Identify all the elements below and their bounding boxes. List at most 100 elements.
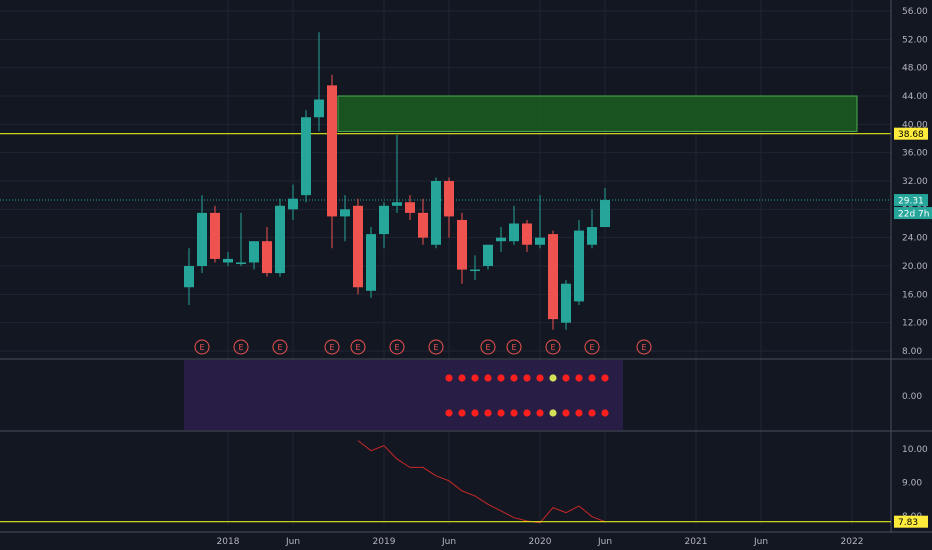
earnings-marker-icon[interactable] (584, 339, 600, 355)
last-price-label: 29.31 (898, 197, 924, 207)
earnings-marker-icon[interactable] (194, 339, 210, 355)
candle-body[interactable] (340, 209, 350, 217)
earnings-marker-label: E (433, 343, 438, 352)
time-tick: Jun (285, 537, 300, 547)
candle-body[interactable] (236, 262, 246, 264)
earnings-marker-icon[interactable] (636, 339, 652, 355)
earnings-marker-icon[interactable] (324, 339, 340, 355)
signal-dot (536, 409, 544, 417)
candle-body[interactable] (223, 258, 233, 263)
candle-body[interactable] (587, 227, 597, 245)
earnings-marker-label: E (277, 343, 282, 352)
indicator2-tick: 9.00 (902, 479, 922, 489)
candle-body[interactable] (405, 202, 415, 213)
time-tick: 2020 (529, 537, 552, 547)
price-tick: 8.00 (902, 347, 922, 357)
candle-body[interactable] (574, 230, 584, 302)
indicator2-tick: 10.00 (902, 445, 928, 455)
signal-dot (601, 409, 609, 417)
price-tick: 52.00 (902, 35, 928, 45)
signal-dot (549, 409, 557, 417)
earnings-marker-icon[interactable] (506, 339, 522, 355)
signal-dot (497, 374, 505, 382)
indicator2-line (357, 440, 606, 524)
earnings-marker-label: E (238, 343, 243, 352)
signal-dot (497, 409, 505, 417)
candle-body[interactable] (379, 205, 389, 235)
candle-body[interactable] (275, 205, 285, 274)
candle-body[interactable] (301, 117, 311, 196)
earnings-marker-icon[interactable] (233, 339, 249, 355)
indicator2-label-bg (894, 515, 928, 528)
earnings-marker-icon[interactable] (545, 339, 561, 355)
earnings-marker-label: E (329, 343, 334, 352)
signal-dot (510, 374, 518, 382)
countdown-label-bg (894, 207, 932, 220)
earnings-marker-label: E (511, 343, 516, 352)
price-tick: 32.00 (902, 177, 928, 187)
signal-dot (523, 409, 531, 417)
signal-dot (445, 409, 453, 417)
signal-dot (484, 374, 492, 382)
candle-body[interactable] (548, 234, 558, 320)
signal-dot (562, 374, 570, 382)
candle-body[interactable] (184, 266, 194, 288)
candle-body[interactable] (210, 212, 220, 259)
candle-body[interactable] (561, 283, 571, 323)
earnings-marker-label: E (641, 343, 646, 352)
earnings-marker-label: E (550, 343, 555, 352)
price-tick: 48.00 (902, 64, 928, 74)
earnings-marker-icon[interactable] (350, 339, 366, 355)
candle-body[interactable] (444, 181, 454, 217)
signal-dot (575, 409, 583, 417)
target-zone[interactable] (337, 95, 858, 132)
candle-body[interactable] (366, 234, 376, 291)
price-tick: 12.00 (902, 319, 928, 329)
signal-dot (562, 409, 570, 417)
candle-body[interactable] (483, 244, 493, 266)
hline-price-label-bg (894, 127, 928, 140)
price-tick: 56.00 (902, 7, 928, 17)
signal-dot (458, 374, 466, 382)
candle-body[interactable] (314, 99, 324, 118)
candle-body[interactable] (249, 241, 259, 263)
last-price-label-bg (894, 194, 928, 207)
candle-body[interactable] (392, 202, 402, 206)
earnings-marker-icon[interactable] (272, 339, 288, 355)
candle-body[interactable] (262, 241, 272, 274)
earnings-marker-icon[interactable] (480, 339, 496, 355)
earnings-marker-label: E (355, 343, 360, 352)
candle-body[interactable] (288, 198, 298, 210)
signal-dot (471, 374, 479, 382)
time-tick: Jun (441, 537, 456, 547)
candle-body[interactable] (327, 85, 337, 217)
earnings-marker-icon[interactable] (389, 339, 405, 355)
candle-body[interactable] (509, 223, 519, 242)
time-tick: Jun (753, 537, 768, 547)
candle-body[interactable] (353, 205, 363, 288)
price-tick: 40.00 (902, 120, 928, 130)
candle-body[interactable] (470, 269, 480, 272)
signal-dot (445, 374, 453, 382)
candle-body[interactable] (600, 200, 610, 228)
indicator1-tick: 0.00 (902, 392, 922, 402)
candle-body[interactable] (496, 237, 506, 242)
signal-dot (484, 409, 492, 417)
signal-dot (458, 409, 466, 417)
hline-price-label: 38.68 (898, 130, 924, 140)
indicator-shade (184, 360, 623, 430)
candle-body[interactable] (457, 219, 467, 270)
candle-body[interactable] (431, 181, 441, 245)
earnings-marker-icon[interactable] (428, 339, 444, 355)
candle-body[interactable] (522, 223, 532, 245)
candle-body[interactable] (418, 212, 428, 238)
candle-body[interactable] (197, 212, 207, 266)
time-tick: Jun (597, 537, 612, 547)
candle-body[interactable] (535, 237, 545, 245)
signal-dot (523, 374, 531, 382)
signal-dot (575, 374, 583, 382)
signal-dot (536, 374, 544, 382)
signal-dot (588, 409, 596, 417)
